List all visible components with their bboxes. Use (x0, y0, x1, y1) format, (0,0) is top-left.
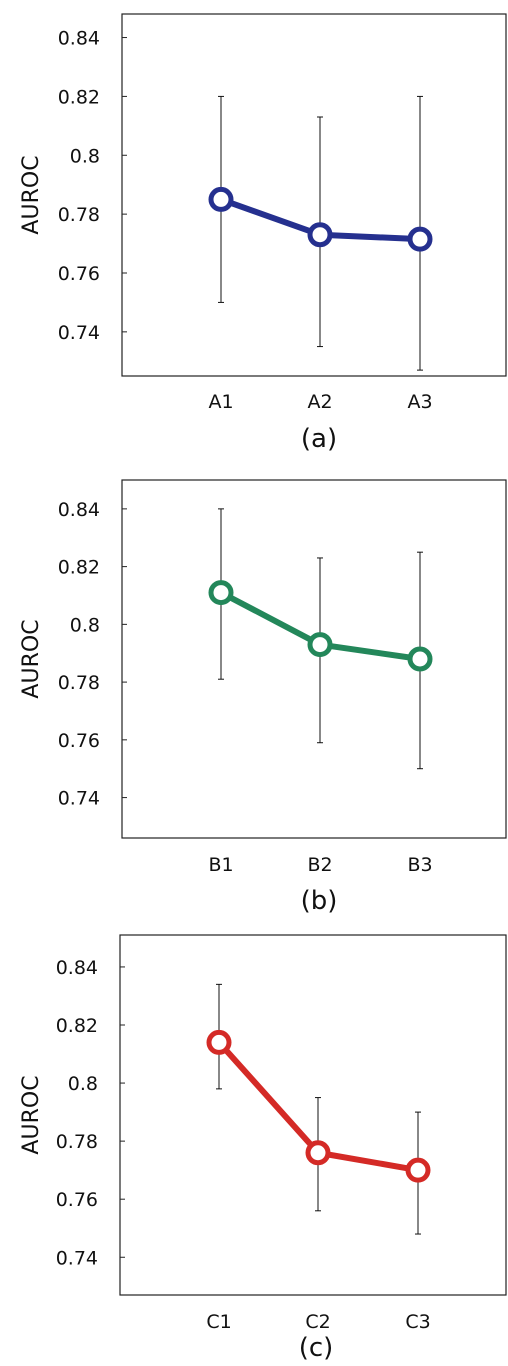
data-point (307, 222, 333, 248)
caption-a: (a) (301, 424, 337, 454)
data-point (206, 1029, 232, 1055)
y-tick-label: 0.84 (56, 957, 98, 979)
y-ticks-b: 0.74 0.76 0.78 0.8 0.82 0.84 (58, 499, 127, 810)
chart-panel-c: AUROC (c) 0.74 0.76 0.78 0.8 0.82 0.84 C1 C2 C3 (19, 934, 507, 1363)
series-b (208, 580, 433, 672)
y-tick-label: 0.84 (58, 28, 100, 50)
chart-panel-b: AUROC (b) 0.74 0.76 0.78 0.8 0.82 0.84 B1 B2 B3 (19, 479, 507, 916)
data-point (305, 1140, 331, 1166)
x-tick-label: B3 (407, 854, 432, 876)
y-tick-label: 0.8 (68, 1073, 98, 1095)
data-point (405, 1157, 431, 1183)
x-ticks-c: C1 C2 C3 (206, 1311, 430, 1333)
y-tick-label: 0.8 (70, 145, 100, 167)
data-point (208, 186, 234, 212)
y-ticks-a: 0.74 0.76 0.78 0.8 0.82 0.84 (58, 28, 127, 344)
y-tick-label: 0.8 (70, 614, 100, 636)
data-point (307, 632, 333, 658)
y-tick-label: 0.78 (58, 672, 100, 694)
y-tick-label: 0.82 (58, 557, 100, 579)
y-tick-label: 0.74 (56, 1247, 98, 1269)
x-tick-label: C1 (206, 1311, 231, 1333)
caption-c: (c) (299, 1333, 334, 1363)
plot-frame-c (119, 934, 507, 1296)
x-tick-label: B1 (208, 854, 233, 876)
plot-frame-a (121, 13, 507, 377)
y-tick-label: 0.74 (58, 322, 100, 344)
x-tick-label: A2 (307, 391, 332, 413)
y-tick-label: 0.82 (58, 86, 100, 108)
data-point (407, 646, 433, 672)
y-tick-label: 0.76 (56, 1189, 98, 1211)
y-axis-label-c: AUROC (19, 1075, 44, 1154)
caption-b: (b) (301, 886, 338, 916)
x-tick-label: C3 (405, 1311, 430, 1333)
plot-frame-b (121, 479, 507, 839)
x-tick-label: C2 (305, 1311, 330, 1333)
series-a (208, 186, 433, 252)
x-tick-label: B2 (307, 854, 332, 876)
y-tick-label: 0.74 (58, 788, 100, 810)
y-tick-label: 0.78 (56, 1131, 98, 1153)
chart-panel-a: AUROC (a) 0.74 0.76 0.78 0.8 0.82 0.84 A1 A2 A3 (19, 13, 507, 454)
y-tick-label: 0.76 (58, 263, 100, 285)
y-axis-label-b: AUROC (19, 619, 44, 698)
data-point (407, 226, 433, 252)
error-bars-c (216, 983, 421, 1235)
x-ticks-b: B1 B2 B3 (208, 854, 432, 876)
y-tick-label: 0.82 (56, 1015, 98, 1037)
x-tick-label: A3 (407, 391, 432, 413)
y-tick-label: 0.76 (58, 730, 100, 752)
y-tick-label: 0.78 (58, 204, 100, 226)
series-c (206, 1029, 431, 1183)
x-ticks-a: A1 A2 A3 (208, 391, 432, 413)
y-tick-label: 0.84 (58, 499, 100, 521)
y-axis-label-a: AUROC (19, 155, 44, 234)
x-tick-label: A1 (208, 391, 233, 413)
data-point (208, 580, 234, 606)
y-ticks-c: 0.74 0.76 0.78 0.8 0.82 0.84 (56, 957, 125, 1269)
